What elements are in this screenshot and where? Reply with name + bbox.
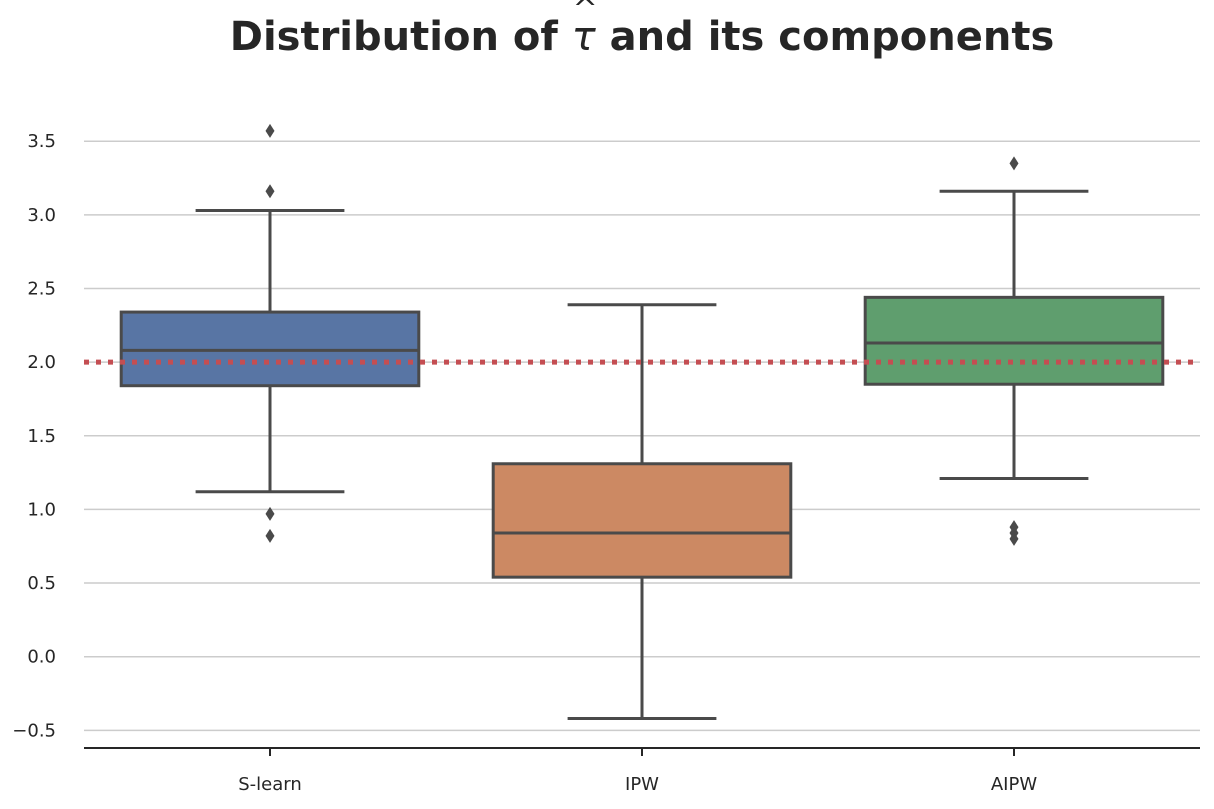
box-body	[491, 462, 793, 579]
boxes	[119, 123, 1165, 721]
box-body	[863, 295, 1165, 386]
y-tick-label: 0.5	[27, 573, 56, 594]
title-prefix: Distribution of	[229, 14, 572, 60]
y-tick-label: 1.5	[27, 426, 56, 447]
y-tick-label: −0.5	[12, 720, 56, 741]
chart-title: Distribution of τ ^ and its components	[0, 0, 1214, 60]
box-aipw	[863, 156, 1165, 546]
y-tick-label: 3.0	[27, 205, 56, 226]
y-tick-label: 2.5	[27, 279, 56, 300]
outlier-point	[265, 506, 275, 521]
outlier-point	[265, 123, 275, 138]
y-tick-label: 3.5	[27, 131, 56, 152]
axes: −0.5 0.0 0.5 1.0 1.5 2.0 2.5 3.0 3.5 S-learn IPW AI…	[12, 131, 1200, 795]
title-accent: ^	[572, 0, 598, 27]
box-ipw	[491, 303, 793, 721]
box-s-learn	[119, 123, 421, 543]
outlier-point	[265, 528, 275, 543]
outlier-point	[265, 184, 275, 199]
title-suffix: and its components	[595, 14, 1055, 60]
title-symbol: τ	[571, 14, 596, 60]
outlier-point	[1009, 531, 1019, 546]
tau-hat-symbol: τ ^	[571, 0, 598, 60]
y-tick-label: 1.0	[27, 499, 56, 520]
x-tick-label: S-learn	[238, 774, 302, 795]
x-tick-label: AIPW	[991, 774, 1037, 795]
y-tick-label: 0.0	[27, 647, 56, 668]
x-tick-label: IPW	[625, 774, 659, 795]
outlier-point	[1009, 156, 1019, 171]
y-tick-label: 2.0	[27, 352, 56, 373]
